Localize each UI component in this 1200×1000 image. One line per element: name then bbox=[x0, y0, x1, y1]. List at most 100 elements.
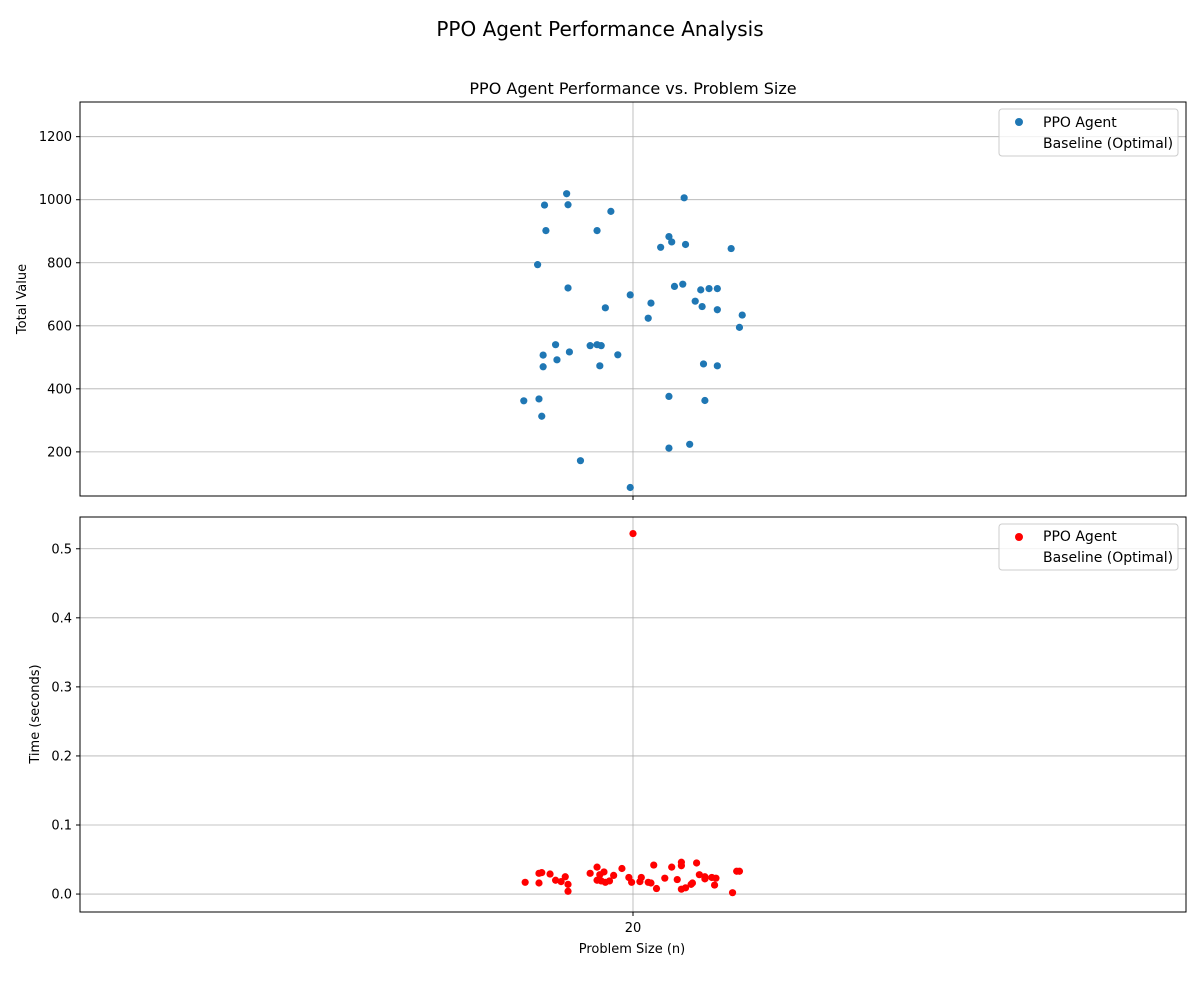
bottom-y-tick-label: 0.3 bbox=[51, 680, 72, 695]
x-axis-label: Problem Size (n) bbox=[579, 942, 685, 957]
bottom-y-tick-label: 0.2 bbox=[51, 749, 72, 764]
bottom-data-point bbox=[728, 889, 737, 897]
top-data-point bbox=[596, 362, 604, 370]
top-data-point bbox=[686, 440, 694, 448]
top-data-point bbox=[668, 238, 676, 246]
bottom-data-point bbox=[692, 859, 701, 867]
top-data-point bbox=[607, 207, 615, 215]
bottom-y-tick-label: 0.5 bbox=[51, 542, 72, 557]
top-data-point bbox=[701, 396, 709, 405]
top-data-point bbox=[699, 360, 708, 368]
bottom-data-point bbox=[647, 879, 655, 887]
bottom-data-point bbox=[735, 867, 744, 875]
top-data-point bbox=[665, 232, 673, 241]
top-legend-label-baseline: Baseline (Optimal) bbox=[1043, 136, 1173, 152]
top-data-point bbox=[713, 362, 721, 370]
bottom-data-point bbox=[557, 878, 565, 886]
top-y-tick-label: 1200 bbox=[39, 130, 72, 145]
bottom-data-point bbox=[600, 868, 608, 876]
top-axes: 200 400 600 800 1000 1200 PPO Agent Performan… bbox=[15, 79, 1187, 500]
top-data-point bbox=[576, 457, 585, 465]
bottom-data-point bbox=[535, 879, 543, 887]
bottom-data-point bbox=[673, 875, 681, 884]
top-y-tick-label: 200 bbox=[47, 445, 72, 460]
bottom-data-point bbox=[710, 881, 719, 889]
top-data-point bbox=[670, 282, 679, 290]
top-data-point bbox=[564, 284, 572, 292]
bottom-data-point bbox=[712, 874, 720, 882]
bottom-data-point bbox=[688, 879, 697, 887]
bottom-data-point bbox=[605, 877, 614, 885]
top-data-point bbox=[534, 261, 542, 269]
top-data-point bbox=[551, 341, 560, 349]
bottom-data-point bbox=[610, 871, 618, 880]
top-data-point bbox=[540, 201, 549, 209]
top-legend-marker-ppo bbox=[1015, 118, 1023, 126]
bottom-data-point bbox=[564, 887, 572, 895]
bottom-data-point bbox=[650, 861, 658, 869]
top-scatter-points bbox=[520, 190, 746, 492]
bottom-y-axis-label: Time (seconds) bbox=[28, 664, 43, 764]
top-legend: PPO Agent Baseline (Optimal) bbox=[998, 108, 1179, 157]
bottom-data-point bbox=[637, 873, 645, 882]
top-data-point bbox=[597, 342, 605, 350]
top-data-point bbox=[626, 291, 634, 299]
bottom-scatter-points bbox=[521, 529, 744, 897]
top-data-point bbox=[705, 284, 713, 293]
top-data-point bbox=[564, 201, 572, 209]
top-axes-title: PPO Agent Performance vs. Problem Size bbox=[469, 79, 796, 98]
top-y-ticks: 200 400 600 800 1000 1200 bbox=[39, 130, 80, 460]
top-data-point bbox=[644, 314, 652, 322]
bottom-legend: PPO Agent Baseline (Optimal) bbox=[998, 523, 1179, 571]
top-data-point bbox=[727, 244, 735, 253]
top-legend-box bbox=[998, 108, 1179, 157]
bottom-data-point bbox=[629, 529, 637, 538]
top-data-point bbox=[679, 280, 687, 288]
bottom-y-ticks: 0.0 0.1 0.2 0.3 0.4 0.5 bbox=[51, 542, 80, 903]
top-data-point bbox=[563, 190, 571, 198]
bottom-data-point bbox=[618, 864, 626, 873]
bottom-data-point bbox=[593, 863, 601, 871]
bottom-data-point bbox=[701, 875, 709, 883]
bottom-data-point bbox=[652, 884, 661, 893]
figure-suptitle: PPO Agent Performance Analysis bbox=[436, 17, 763, 41]
bottom-y-tick-label: 0.4 bbox=[51, 611, 72, 626]
bottom-data-point bbox=[677, 862, 685, 870]
bottom-data-point bbox=[628, 878, 636, 886]
bottom-data-point bbox=[586, 869, 594, 877]
bottom-data-point bbox=[561, 873, 569, 881]
top-data-point bbox=[665, 392, 673, 400]
top-data-point bbox=[657, 243, 665, 251]
top-y-tick-label: 800 bbox=[47, 256, 72, 271]
top-data-point bbox=[738, 311, 746, 319]
top-data-point bbox=[691, 297, 699, 305]
top-data-point bbox=[565, 348, 574, 356]
top-data-point bbox=[665, 444, 673, 452]
bottom-legend-box bbox=[998, 523, 1179, 571]
top-data-point bbox=[697, 286, 705, 294]
top-y-tick-label: 1000 bbox=[39, 193, 72, 208]
top-data-point bbox=[593, 227, 601, 235]
bottom-data-point bbox=[695, 871, 703, 879]
bottom-y-tick-label: 0.0 bbox=[51, 888, 72, 903]
top-legend-label-ppo: PPO Agent bbox=[1043, 115, 1117, 131]
bottom-data-point bbox=[564, 880, 572, 888]
bottom-data-point bbox=[681, 884, 690, 892]
top-data-point bbox=[553, 356, 561, 364]
bottom-data-point bbox=[668, 863, 676, 871]
top-data-point bbox=[535, 395, 543, 403]
bottom-legend-marker-ppo bbox=[1015, 533, 1023, 541]
top-data-point bbox=[586, 342, 594, 350]
top-data-point bbox=[698, 302, 706, 311]
top-data-point bbox=[626, 483, 634, 492]
top-data-point bbox=[614, 351, 622, 359]
top-data-point bbox=[713, 284, 721, 293]
bottom-x-ticks: 20 bbox=[625, 912, 641, 936]
top-data-point bbox=[538, 412, 546, 420]
top-data-point bbox=[520, 397, 528, 405]
top-y-tick-label: 600 bbox=[47, 319, 72, 334]
bottom-legend-label-ppo: PPO Agent bbox=[1043, 529, 1117, 545]
bottom-data-point bbox=[521, 878, 529, 886]
top-data-point bbox=[601, 304, 609, 312]
